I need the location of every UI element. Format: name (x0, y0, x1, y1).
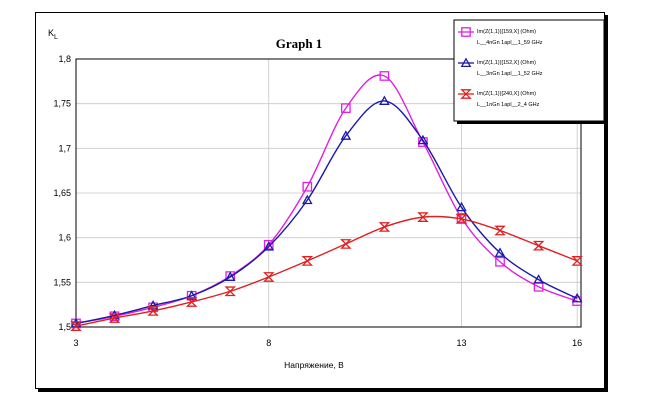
data-point-hourglass (494, 225, 506, 236)
y-axis-label: KL (48, 28, 58, 41)
data-point-triangle (186, 290, 197, 300)
y-tick-label: 1,55 (53, 277, 71, 287)
data-point-hourglass (185, 297, 198, 307)
x-tick-label: 8 (266, 338, 271, 348)
x-axis-label: Напряжение, В (284, 360, 344, 370)
data-point-hourglass (301, 256, 314, 266)
chart-canvas: 1,5 1,55 1,6 1,65 1,7 1,75 1,8 3 8 13 16 Graph 1 K… (48, 19, 604, 370)
data-point-triangle (263, 241, 275, 251)
legend-box (453, 19, 604, 122)
data-point-triangle (224, 271, 236, 281)
series-line-1 (75, 74, 578, 325)
data-point-hourglass (455, 214, 468, 224)
x-tick-label: 13 (456, 338, 466, 348)
y-tick-label: 1,5 (58, 322, 71, 332)
data-point-hourglass (378, 222, 391, 232)
legend-entry-name: Im(Z(1,1))[240,X] (Ohm) (477, 91, 536, 97)
y-axis-label-main: K (48, 28, 54, 38)
data-point-square (418, 137, 428, 147)
y-tick-label: 1,6 (58, 233, 71, 243)
y-tick-label: 1,75 (53, 99, 71, 109)
data-point-hourglass (417, 212, 429, 222)
data-point-triangle (340, 130, 352, 140)
data-point-hourglass (108, 313, 121, 323)
data-point-hourglass (70, 321, 82, 331)
data-point-square (263, 239, 274, 250)
data-point-hourglass (532, 240, 545, 251)
y-tick-label: 1,8 (58, 54, 71, 64)
data-point-triangle (417, 134, 429, 145)
legend: Im(Z(1,1))[159,X] (Ohm) L__4nGn 1apl__1_5… (453, 19, 604, 124)
data-point-hourglass (571, 256, 583, 266)
data-point-square (495, 256, 505, 267)
chart-frame: 1,5 1,55 1,6 1,65 1,7 1,75 1,8 3 8 13 16 Graph 1 K… (35, 12, 605, 389)
x-tick-label: 3 (73, 338, 78, 348)
data-point-hourglass (147, 306, 159, 316)
data-point-square (340, 103, 351, 113)
series-layer (70, 71, 583, 331)
chart-title: Graph 1 (276, 36, 323, 51)
data-point-hourglass (460, 89, 472, 99)
data-point-square (379, 71, 390, 81)
axes-layer: 1,5 1,55 1,6 1,65 1,7 1,75 1,8 3 8 13 16 (53, 54, 582, 348)
data-point-triangle (147, 300, 159, 310)
data-point-triangle (533, 274, 544, 284)
series-line-2 (75, 100, 578, 325)
x-tick-label: 16 (572, 338, 582, 348)
legend-entry-sublabel: L__4nGn 1apl__1_59 GHz (477, 40, 543, 46)
legend-entry-name: Im(Z(1,1))[152,X] (Ohm) (477, 60, 536, 66)
legend-entry-sublabel: L__3nGn 1apl__1_52 GHz (477, 71, 543, 77)
data-point-square (461, 27, 471, 37)
data-point-triangle (460, 57, 472, 68)
data-point-triangle (456, 201, 467, 212)
data-point-hourglass (224, 286, 236, 297)
series-line-3 (75, 215, 578, 327)
data-point-triangle (494, 247, 506, 257)
data-point-triangle (379, 95, 390, 105)
legend-entry-name: Im(Z(1,1))[159,X] (Ohm) (477, 29, 536, 35)
y-tick-label: 1,65 (53, 188, 71, 198)
y-axis-label-sub: L (54, 34, 58, 41)
data-point-hourglass (262, 272, 275, 282)
data-point-triangle (301, 194, 313, 205)
y-tick-label: 1,7 (58, 143, 71, 153)
data-point-square (302, 181, 313, 192)
legend-entry-sublabel: L__1nGn 1apl__2_4 GHz (477, 102, 540, 108)
plot-border (75, 58, 582, 328)
data-point-hourglass (340, 239, 352, 249)
data-point-triangle (571, 292, 583, 303)
